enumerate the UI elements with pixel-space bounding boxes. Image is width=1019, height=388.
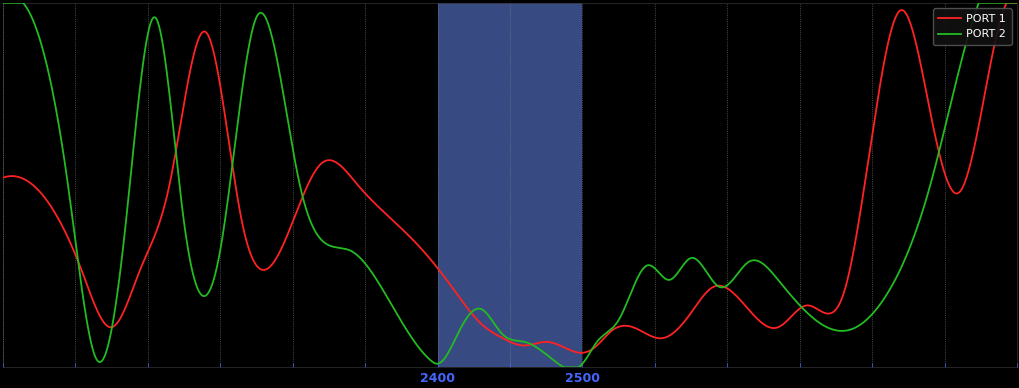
Line: PORT 2: PORT 2 (3, 3, 1016, 367)
PORT 1 (0, 175, 9, 180)
PORT 2 (795, 305, 807, 310)
PORT 1 (981, 73, 994, 78)
Line: PORT 1: PORT 1 (3, 3, 1016, 353)
PORT 1 (1010, 0, 1019, 5)
Bar (437, 3, 582, 367)
PORT 2 (981, 0, 994, 5)
PORT 1 (795, 305, 807, 309)
PORT 2 (489, 324, 501, 329)
PORT 1 (463, 308, 475, 313)
PORT 1 (980, 76, 993, 80)
PORT 1 (489, 332, 501, 337)
PORT 2 (0, 0, 9, 5)
PORT 2 (48, 99, 60, 104)
PORT 1 (1000, 0, 1012, 5)
PORT 2 (980, 0, 993, 5)
PORT 1 (575, 350, 587, 355)
PORT 1 (48, 210, 60, 215)
PORT 2 (463, 312, 475, 317)
PORT 2 (1010, 0, 1019, 5)
PORT 2 (557, 365, 570, 370)
Legend: PORT 1, PORT 2: PORT 1, PORT 2 (932, 8, 1011, 45)
